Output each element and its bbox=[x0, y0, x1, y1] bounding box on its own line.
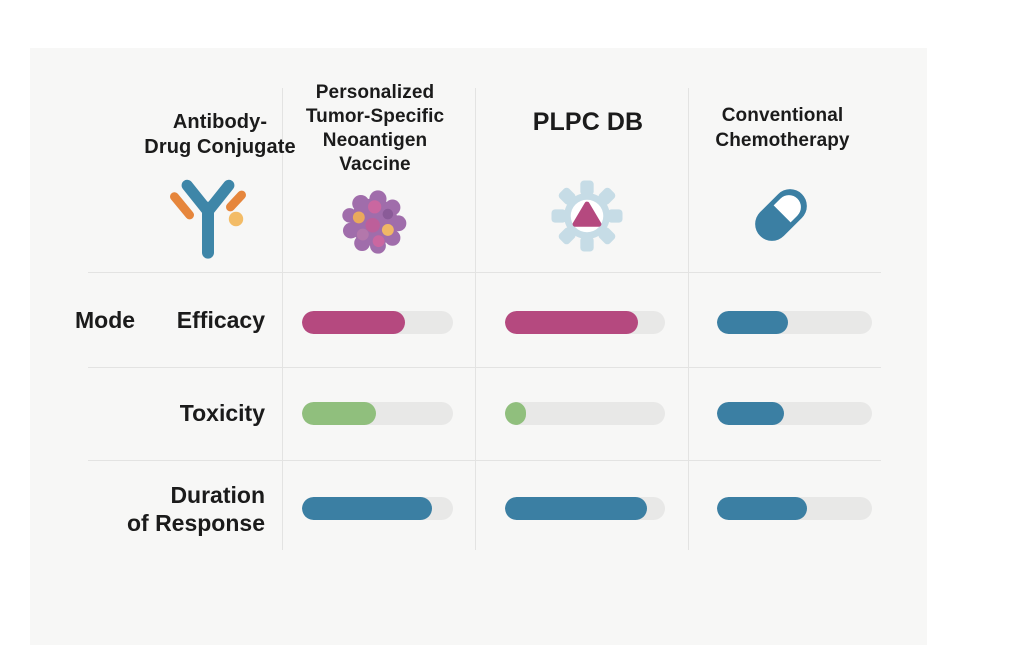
bar-fill-toxicity-plpc-db bbox=[505, 402, 526, 425]
tumor-cell-icon bbox=[341, 189, 407, 260]
bar-fill-duration-vaccine bbox=[302, 497, 432, 520]
row-divider bbox=[88, 460, 881, 461]
row-label-efficacy: Efficacy bbox=[176, 307, 265, 333]
bar-fill-efficacy-chemotherapy bbox=[717, 311, 789, 334]
bar-fill-efficacy-plpc-db bbox=[505, 311, 638, 334]
bar-track-toxicity-chemotherapy bbox=[717, 402, 872, 425]
bar-fill-efficacy-vaccine bbox=[302, 311, 405, 334]
row-label-toxicity: Toxicity bbox=[179, 400, 265, 426]
bar-fill-toxicity-vaccine bbox=[302, 402, 376, 425]
column-divider bbox=[475, 88, 476, 550]
bar-track-duration-plpc-db bbox=[505, 497, 665, 520]
bar-track-efficacy-chemotherapy bbox=[717, 311, 872, 334]
column-divider bbox=[282, 88, 283, 550]
mode-label: Mode bbox=[75, 307, 136, 333]
bar-fill-duration-plpc-db bbox=[505, 497, 648, 520]
bar-fill-toxicity-chemotherapy bbox=[717, 402, 784, 425]
row-divider bbox=[88, 272, 881, 273]
column-header-neoantigen-vaccine: Personalized Tumor-Specific Neoantigen V… bbox=[305, 82, 445, 175]
bar-track-duration-vaccine bbox=[302, 497, 453, 520]
bar-track-efficacy-plpc-db bbox=[505, 311, 665, 334]
column-divider bbox=[688, 88, 689, 550]
gear-triangle-icon bbox=[550, 179, 624, 258]
bar-track-toxicity-vaccine bbox=[302, 402, 453, 425]
bar-track-toxicity-plpc-db bbox=[505, 402, 665, 425]
capsule-pill-icon bbox=[741, 175, 821, 260]
bar-fill-duration-chemotherapy bbox=[717, 497, 807, 520]
treatment-comparison-panel: Antibody- Drug Conjugate Personalized Tu… bbox=[30, 48, 927, 645]
column-header-conventional-chemotherapy: Conventional Chemotherapy bbox=[715, 105, 850, 151]
antibody-icon bbox=[168, 174, 248, 265]
row-divider bbox=[88, 367, 881, 368]
bar-track-duration-chemotherapy bbox=[717, 497, 872, 520]
row-label-duration-of-response: Duration of Response bbox=[126, 482, 265, 536]
bar-track-efficacy-vaccine bbox=[302, 311, 453, 334]
column-header-plpc-db: PLPC DB bbox=[532, 108, 644, 136]
column-header-antibody-drug-conjugate: Antibody- Drug Conjugate bbox=[144, 111, 296, 158]
